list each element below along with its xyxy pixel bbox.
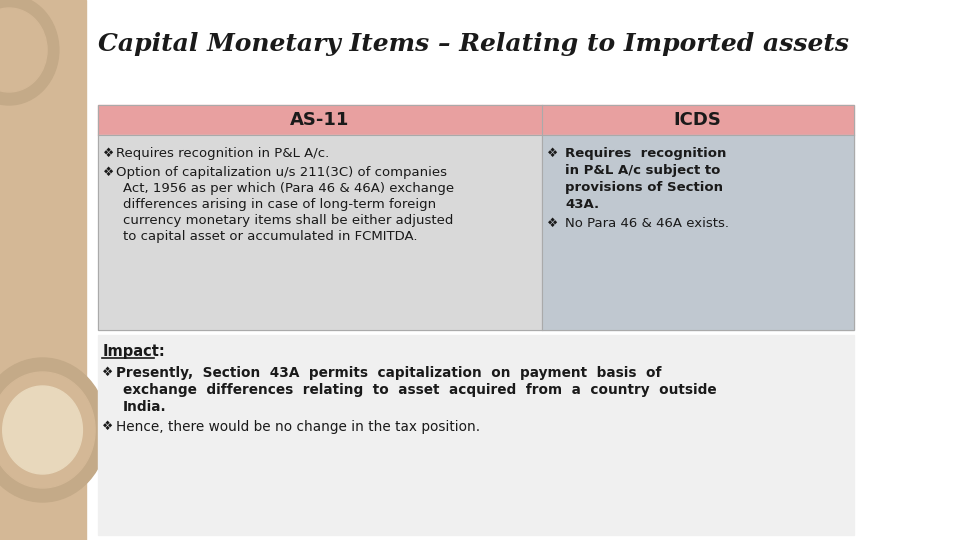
Text: No Para 46 & 46A exists.: No Para 46 & 46A exists. [565, 217, 729, 230]
Text: exchange  differences  relating  to  asset  acquired  from  a  country  outside: exchange differences relating to asset a… [123, 383, 717, 397]
Text: to capital asset or accumulated in FCMITDA.: to capital asset or accumulated in FCMIT… [123, 230, 418, 243]
Text: differences arising in case of long-term foreign: differences arising in case of long-term… [123, 198, 436, 211]
Text: ❖: ❖ [104, 166, 114, 179]
Bar [541, 105, 853, 135]
Text: currency monetary items shall be either adjusted: currency monetary items shall be either … [123, 214, 453, 227]
Text: Impact:: Impact: [103, 344, 165, 359]
Text: in P&L A/c subject to: in P&L A/c subject to [565, 164, 720, 177]
Text: ICDS: ICDS [674, 111, 722, 129]
Text: Presently,  Section  43A  permits  capitalization  on  payment  basis  of: Presently, Section 43A permits capitaliz… [116, 366, 661, 380]
Circle shape [0, 0, 59, 105]
Text: 43A.: 43A. [565, 198, 599, 211]
Text: ❖: ❖ [103, 420, 113, 433]
Text: Capital Monetary Items – Relating to Imported assets: Capital Monetary Items – Relating to Imp… [98, 32, 849, 56]
Text: ❖: ❖ [103, 366, 113, 379]
Text: Requires recognition in P&L A/c.: Requires recognition in P&L A/c. [116, 147, 329, 160]
Text: Option of capitalization u/s 211(3C) of companies: Option of capitalization u/s 211(3C) of … [116, 166, 447, 179]
Text: provisions of Section: provisions of Section [565, 181, 723, 194]
Text: Hence, there would be no change in the tax position.: Hence, there would be no change in the t… [116, 420, 480, 434]
Bar [98, 105, 541, 135]
Bar [98, 105, 853, 330]
Bar [98, 135, 541, 330]
Text: ❖: ❖ [547, 147, 558, 160]
Circle shape [0, 358, 108, 502]
Text: India.: India. [123, 400, 167, 414]
Bar [98, 335, 853, 535]
Bar [0, 0, 86, 540]
Bar [541, 135, 853, 330]
Text: ❖: ❖ [547, 217, 558, 230]
Text: ❖: ❖ [104, 147, 114, 160]
Circle shape [0, 372, 95, 488]
Text: Requires  recognition: Requires recognition [565, 147, 727, 160]
Text: AS-11: AS-11 [290, 111, 349, 129]
Text: Act, 1956 as per which (Para 46 & 46A) exchange: Act, 1956 as per which (Para 46 & 46A) e… [123, 182, 454, 195]
Circle shape [0, 8, 47, 92]
Circle shape [3, 386, 83, 474]
